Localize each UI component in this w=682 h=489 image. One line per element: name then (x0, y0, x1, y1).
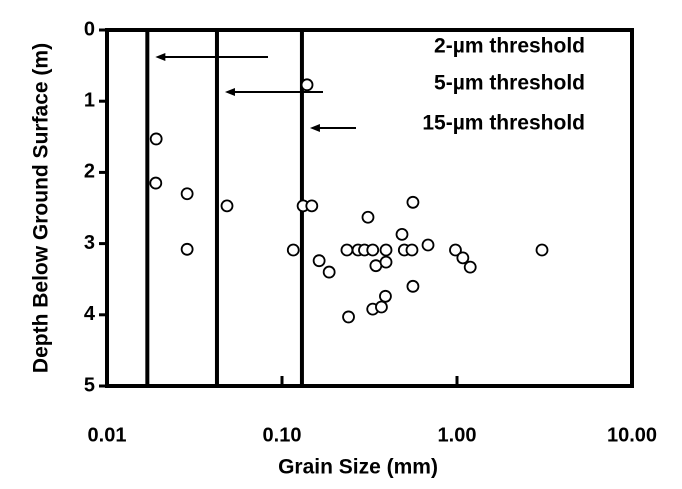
point (456, 251, 470, 265)
point (340, 243, 354, 257)
y-tick-label: 5 (84, 374, 95, 396)
point (463, 260, 477, 274)
threshold-label: 2-µm threshold (434, 35, 585, 58)
x-tick-label: 0.10 (263, 424, 302, 446)
point (421, 238, 435, 252)
point (406, 195, 420, 209)
arrow-head (224, 88, 235, 96)
threshold-label: 5-µm threshold (434, 72, 585, 95)
point (379, 255, 393, 269)
x-tick-label: 0.01 (88, 424, 127, 446)
point (375, 300, 388, 314)
plot-frame (105, 28, 634, 388)
point (449, 243, 462, 257)
point (322, 265, 336, 279)
point (379, 243, 393, 257)
point (342, 310, 355, 324)
point (149, 176, 163, 190)
y-tick-label: 2 (84, 161, 95, 183)
point (361, 210, 375, 224)
y-tick-label: 1 (84, 89, 95, 111)
point (366, 243, 380, 257)
x-tick-label: 10.00 (607, 424, 657, 446)
x-tick-label: 1.00 (438, 424, 477, 446)
point (286, 243, 300, 257)
arrow-head (309, 124, 320, 132)
point (149, 132, 163, 146)
point (395, 227, 409, 241)
arrow-head (155, 53, 166, 61)
threshold-label: 15-µm threshold (422, 112, 585, 135)
y-tick-label: 0 (84, 18, 95, 40)
point (220, 199, 234, 213)
x-axis-label: Grain Size (mm) (278, 456, 438, 479)
point (405, 243, 419, 257)
point (180, 242, 194, 256)
y-tick-label: 4 (84, 303, 96, 325)
y-tick-label: 3 (84, 232, 95, 254)
point (300, 78, 314, 92)
point (312, 254, 326, 268)
point (406, 279, 420, 293)
point (305, 199, 319, 213)
point (535, 243, 549, 257)
point (180, 187, 194, 201)
point (379, 289, 392, 303)
y-axis-label: Depth Below Ground Surface (m) (30, 43, 53, 373)
